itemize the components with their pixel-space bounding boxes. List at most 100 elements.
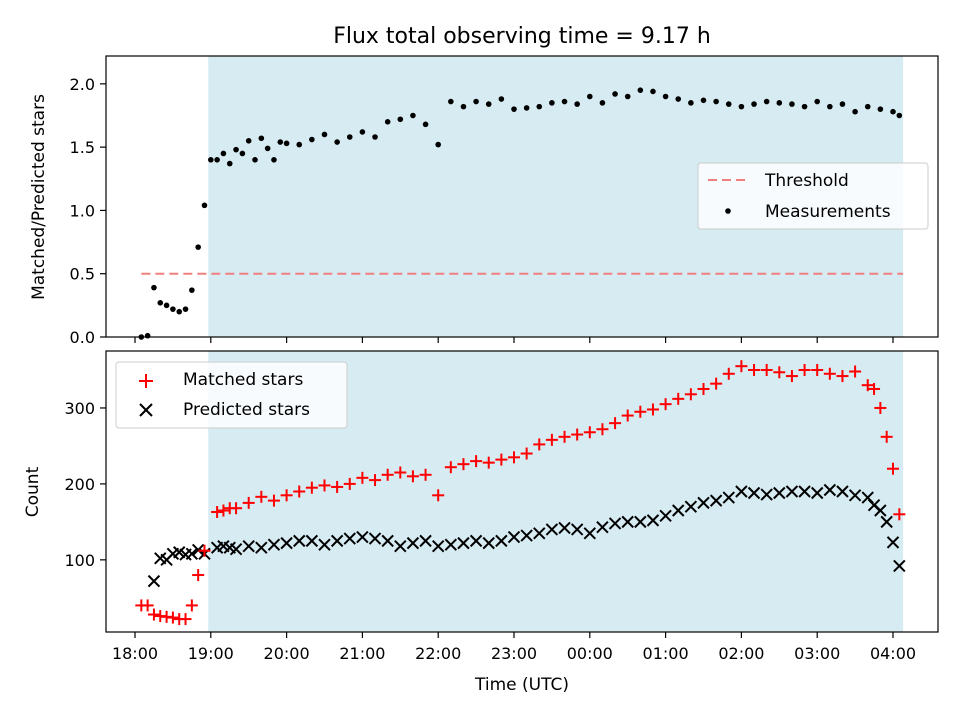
measurement-point [700,97,707,104]
measurement-point [220,150,227,157]
matched-star-point [230,502,243,515]
matched-star-point [748,363,761,376]
measurement-point [283,140,290,147]
ratio-legend-box [697,162,929,230]
matched-star-point [166,611,179,624]
matched-star-point [874,401,887,414]
predicted-star-point [583,527,597,540]
predicted-star-point [886,536,900,549]
measurement-point [264,145,271,152]
matched-star-point [369,474,382,487]
matched-star-point [893,508,906,521]
measurement-point [890,108,896,115]
measurement-point [208,156,214,163]
measurement-point [839,101,846,107]
measurement-point [713,98,719,105]
predicted-star-point [709,494,723,507]
measurement-point [896,112,903,119]
measurement-point [309,136,315,143]
measurement-point [397,116,404,123]
x-tick-label: 18:00 [112,644,158,663]
legend-predicted-swatch [139,403,153,417]
matched-star-point [211,506,224,519]
measurement-point [650,88,656,95]
predicted-star-point [697,496,710,510]
measurement-point [511,106,517,112]
count-plot-frame [105,350,939,633]
predicted-star-point [520,529,533,542]
count-x-ticks: 18:00 19:00 20:00 21:00 22:00 23:00 00:00 01:00… [112,632,916,663]
measurement-point [485,101,492,107]
matched-star-point [293,485,306,498]
matched-star-point [880,430,893,443]
measurement-point [574,101,580,107]
measurement-point [662,93,669,100]
measurement-point [473,98,479,105]
y-tick-label: 1.0 [70,201,95,220]
measurement-point [252,156,258,163]
predicted-star-point [305,534,319,548]
measurement-point [245,138,252,144]
measurement-point [789,101,795,107]
matched-star-point [198,544,211,557]
predicted-star-point [419,534,432,548]
matched-star-point [147,608,160,621]
predicted-star-point [394,539,407,553]
measurement-point [226,160,233,167]
matched-star-point [849,365,862,378]
matched-star-point [394,466,407,479]
measurement-point [460,103,467,110]
matched-star-point [305,481,318,494]
matched-star-point [571,428,584,441]
predicted-star-point [608,517,622,530]
matched-star-point [331,480,344,493]
predicted-star-point [431,539,445,553]
predicted-star-point [381,534,394,548]
matched-star-point [596,423,609,436]
measurement-point [877,106,884,112]
count-legend: Matched stars Predicted stars [115,361,348,429]
matched-star-point [343,477,356,490]
matched-star-point [545,433,558,446]
measurement-point [675,96,682,102]
measurement-point [321,131,328,138]
predicted-star-point [229,543,243,556]
predicted-star-point [893,559,906,573]
chart-title: Flux total observing time = 9.17 h [333,24,711,49]
matched-star-point [457,458,470,471]
x-tick-label: 04:00 [870,644,916,663]
measurement-point [359,129,366,135]
predicted-star-point [684,500,698,513]
measurement-point [612,91,618,97]
measurement-point [536,103,543,110]
measurement-point [814,98,820,105]
measurement-point [372,134,378,140]
matched-star-point [192,569,205,582]
matched-star-point [419,468,432,481]
measurement-point [523,105,530,111]
matched-star-point [672,392,685,405]
legend-measurements-swatch [725,208,731,214]
matched-star-point [520,447,533,460]
measurement-point [587,93,593,100]
matched-star-point [381,468,394,481]
measurement-point [410,112,416,119]
count-points [135,360,906,626]
predicted-star-point [343,532,356,545]
legend-predicted-label: Predicted stars [183,400,310,420]
matched-star-point [470,455,483,468]
measurement-point [277,139,284,145]
predicted-star-point [191,543,205,557]
predicted-star-point [255,541,268,554]
matched-star-point [785,370,798,383]
x-tick-label: 19:00 [188,644,234,663]
predicted-star-point [545,523,559,536]
y-tick-label: 200 [64,475,95,494]
measurement-points [138,87,903,340]
matched-star-point [697,382,710,395]
predicted-star-point [634,515,647,529]
matched-star-point [773,366,786,379]
ratio-panel: 0.00.51.01.52.0 Matched/Predicted stars … [29,55,939,347]
predicted-star-point [848,489,862,502]
measurement-point [725,101,732,107]
